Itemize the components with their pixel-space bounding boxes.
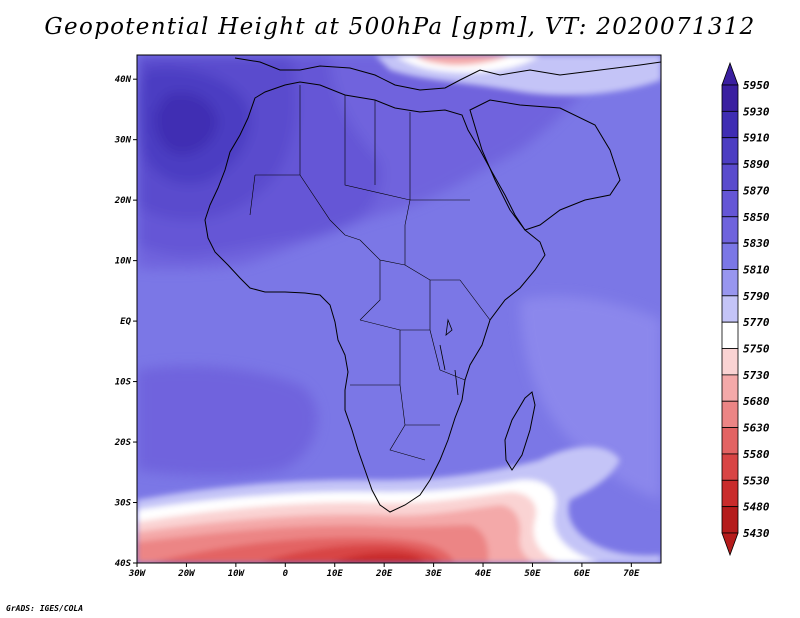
colorbar-level-label: 5680 [743, 395, 770, 408]
colorbar-swatch [721, 110, 739, 139]
lon-tick-label: 30W [128, 569, 147, 579]
colorbar-swatch [721, 321, 739, 349]
colorbar-max-triangle [721, 61, 739, 86]
colorbar-swatch [721, 453, 739, 481]
map-frame [136, 54, 662, 564]
lat-tick-label: 30N [114, 136, 132, 146]
lon-tick-label: 10W [228, 569, 246, 579]
lon-tick-label: 40E [475, 569, 492, 579]
colorbar-level-label: 5810 [743, 263, 770, 276]
colorbar-level-label: 5480 [743, 501, 770, 514]
colorbar-level-label: 5910 [743, 132, 770, 145]
colorbar-swatch [721, 374, 739, 402]
lon-tick-label: 10E [327, 569, 344, 579]
colorbar-swatch [721, 348, 739, 376]
colorbar-swatch [721, 137, 739, 165]
lat-tick-label: 40S [115, 559, 132, 569]
latitude-axis: 40N 30N 20N 10N EQ 10S 20S 30S 40S [114, 75, 137, 569]
africa-coastline [204, 81, 546, 513]
lon-tick-label: 30E [424, 569, 442, 579]
lat-tick-label: 10N [115, 257, 132, 267]
colorbar-swatch [721, 84, 739, 112]
colorbar-swatch [721, 479, 739, 508]
colorbar-swatch [721, 506, 739, 534]
chart-title: Geopotential Height at 500hPa [gpm], VT:… [44, 14, 756, 40]
height-field-5810-east-region [520, 296, 661, 500]
colorbar-swatch [721, 242, 739, 270]
lat-tick-label: 40N [115, 75, 132, 85]
lat-tick-label: 10S [115, 378, 132, 388]
colorbar-swatch [721, 190, 739, 218]
country-borders [249, 85, 491, 461]
colorbar-swatch [721, 269, 739, 297]
colorbar-swatch [721, 427, 739, 455]
colorbar-level-label: 5930 [743, 105, 770, 118]
colorbar-swatch [721, 295, 739, 323]
lat-tick-label: EQ [120, 317, 131, 327]
colorbar-level-label: 5750 [743, 343, 770, 356]
colorbar-level-label: 5950 [743, 79, 770, 92]
height-field-5750-north-region [415, 55, 510, 66]
arabia-coastline [469, 99, 621, 231]
lakes [439, 318, 459, 396]
height-field-5830-southwest-region [137, 365, 318, 476]
lon-tick-label: 0 [283, 569, 289, 579]
colorbar-swatch [721, 216, 739, 244]
europe-coastline [234, 57, 661, 91]
map-area [137, 55, 661, 563]
lon-tick-label: 20W [177, 569, 196, 579]
coastlines [204, 57, 661, 513]
lon-tick-label: 70E [623, 569, 640, 579]
lat-tick-label: 20S [114, 438, 132, 448]
lon-tick-label: 60E [574, 569, 591, 579]
colorbar-level-label: 5830 [743, 237, 770, 250]
colorbar-level-label: 5430 [743, 527, 770, 540]
colorbar-min-triangle [721, 532, 739, 557]
colorbar: 5950 5930 5910 5890 5870 5850 5830 5810 5790 5770… [721, 61, 770, 557]
colorbar-level-label: 5630 [743, 422, 770, 435]
lat-tick-label: 20N [114, 196, 132, 206]
colorbar-level-label: 5530 [743, 474, 770, 487]
credit-text: GrADS: IGES/COLA [6, 604, 84, 613]
lon-tick-label: 50E [524, 569, 541, 579]
longitude-axis: 30W 20W 10W 0 10E 20E 30E 40E 50E 60E 70E [128, 563, 640, 579]
colorbar-level-label: 5580 [743, 448, 770, 461]
madagascar-coastline [504, 391, 536, 471]
height-field-5530-south-region [330, 552, 426, 563]
colorbar-level-label: 5730 [743, 369, 770, 382]
colorbar-level-label: 5790 [743, 290, 770, 303]
colorbar-level-label: 5870 [743, 184, 770, 197]
colorbar-level-label: 5770 [743, 316, 770, 329]
lat-tick-label: 30S [114, 499, 132, 509]
height-field-5910-region [154, 91, 218, 155]
colorbar-swatch [721, 163, 739, 191]
colorbar-swatch [721, 400, 739, 428]
lon-tick-label: 20E [375, 569, 393, 579]
colorbar-level-label: 5890 [743, 158, 770, 171]
colorbar-level-label: 5850 [743, 211, 770, 224]
